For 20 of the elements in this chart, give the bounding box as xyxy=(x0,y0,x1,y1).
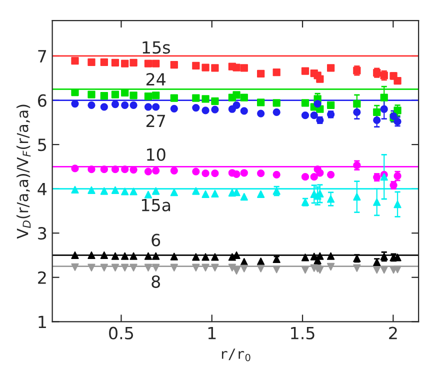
x-tick-label: 1 xyxy=(208,327,216,340)
series-label: 24 xyxy=(146,73,166,86)
y-tick-label: 5 xyxy=(38,138,46,152)
x-tick-label: 0.5 xyxy=(109,326,134,340)
y-tick-label: 6 xyxy=(38,94,46,107)
y-axis-title: V$_{D}$(r/a,a)/V$_{F}$(r/a,a) xyxy=(16,104,31,239)
y-tick-label: 1 xyxy=(38,316,46,328)
x-axis-title: r/r$_{0}$ xyxy=(222,348,250,362)
x-tick-label: 2 xyxy=(389,326,397,340)
series-label: 10 xyxy=(147,148,166,161)
y-tick-label: 7 xyxy=(38,50,46,62)
series-label: 27 xyxy=(146,114,166,127)
series-label: 8 xyxy=(152,275,160,288)
x-tick-label: 1.5 xyxy=(291,327,314,340)
series-label: 6 xyxy=(152,234,160,246)
series-label: 15a xyxy=(142,198,170,212)
y-tick-label: 3 xyxy=(38,227,46,240)
series-label: 15s xyxy=(142,41,170,54)
y-tick-label: 2 xyxy=(38,271,46,284)
y-tick-label: 4 xyxy=(38,182,47,196)
